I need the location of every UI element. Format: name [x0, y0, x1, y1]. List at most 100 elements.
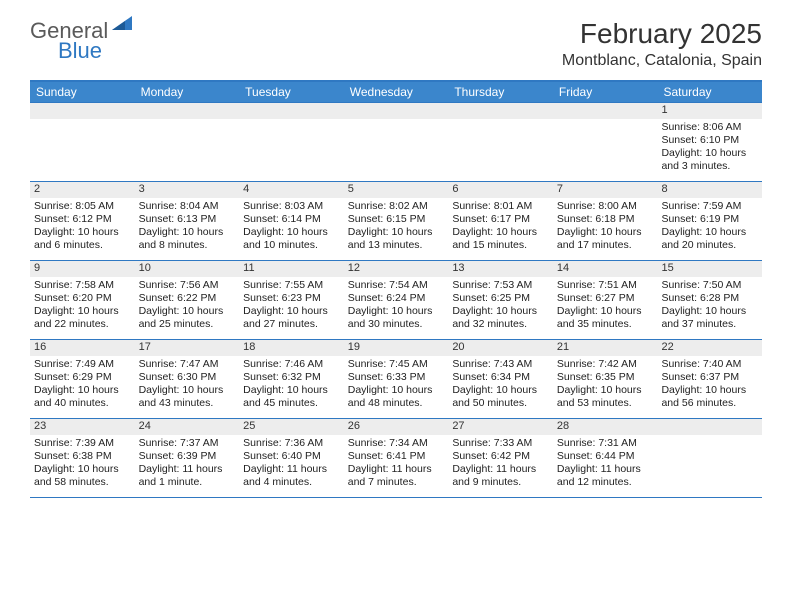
sunrise-text: Sunrise: 7:54 AM — [348, 279, 445, 292]
sunrise-text: Sunrise: 7:53 AM — [452, 279, 549, 292]
day-number — [239, 103, 344, 119]
day-number: 5 — [344, 182, 449, 198]
day-cell: 7Sunrise: 8:00 AMSunset: 6:18 PMDaylight… — [553, 182, 658, 260]
logo-text-blue: Blue — [58, 38, 134, 64]
sunrise-text: Sunrise: 7:55 AM — [243, 279, 340, 292]
day-number: 15 — [657, 261, 762, 277]
daylight-text: Daylight: 10 hours and 17 minutes. — [557, 226, 654, 252]
day-header-row: Sunday Monday Tuesday Wednesday Thursday… — [30, 82, 762, 102]
daylight-text: Daylight: 10 hours and 48 minutes. — [348, 384, 445, 410]
sunset-text: Sunset: 6:20 PM — [34, 292, 131, 305]
daylight-text: Daylight: 10 hours and 35 minutes. — [557, 305, 654, 331]
sunset-text: Sunset: 6:28 PM — [661, 292, 758, 305]
day-header: Tuesday — [239, 82, 344, 102]
day-cell: 15 Sunrise: 7:50 AMSunset: 6:28 PMDayligh… — [657, 261, 762, 339]
sunrise-text: Sunrise: 8:01 AM — [452, 200, 549, 213]
day-number: 13 — [448, 261, 553, 277]
daylight-text: Daylight: 10 hours and 58 minutes. — [34, 463, 131, 489]
day-cell: 14Sunrise: 7:51 AMSunset: 6:27 PMDayligh… — [553, 261, 658, 339]
weeks-container: 1Sunrise: 8:06 AMSunset: 6:10 PMDaylight… — [30, 102, 762, 498]
day-number — [448, 103, 553, 119]
sunrise-text: Sunrise: 7:37 AM — [139, 437, 236, 450]
day-cell: 9Sunrise: 7:58 AMSunset: 6:20 PMDaylight… — [30, 261, 135, 339]
day-number: 4 — [239, 182, 344, 198]
day-number: 2 — [30, 182, 135, 198]
day-number: 26 — [344, 419, 449, 435]
daylight-text: Daylight: 10 hours and 6 minutes. — [34, 226, 131, 252]
daylight-text: Daylight: 10 hours and 37 minutes. — [661, 305, 758, 331]
daylight-text: Daylight: 11 hours and 4 minutes. — [243, 463, 340, 489]
daylight-text: Daylight: 10 hours and 50 minutes. — [452, 384, 549, 410]
daylight-text: Daylight: 10 hours and 30 minutes. — [348, 305, 445, 331]
day-cell: 12Sunrise: 7:54 AMSunset: 6:24 PMDayligh… — [344, 261, 449, 339]
day-number — [135, 103, 240, 119]
day-cell — [344, 103, 449, 181]
day-cell: 18Sunrise: 7:46 AMSunset: 6:32 PMDayligh… — [239, 340, 344, 418]
week-row: 16Sunrise: 7:49 AMSunset: 6:29 PMDayligh… — [30, 339, 762, 418]
sunrise-text: Sunrise: 7:51 AM — [557, 279, 654, 292]
daylight-text: Daylight: 11 hours and 9 minutes. — [452, 463, 549, 489]
header: GeneralBlue February 2025 Montblanc, Cat… — [0, 0, 792, 74]
sunset-text: Sunset: 6:29 PM — [34, 371, 131, 384]
day-cell: 26Sunrise: 7:34 AMSunset: 6:41 PMDayligh… — [344, 419, 449, 497]
day-header: Thursday — [448, 82, 553, 102]
day-number: 6 — [448, 182, 553, 198]
daylight-text: Daylight: 10 hours and 25 minutes. — [139, 305, 236, 331]
day-number: 18 — [239, 340, 344, 356]
day-number: 14 — [553, 261, 658, 277]
daylight-text: Daylight: 10 hours and 13 minutes. — [348, 226, 445, 252]
day-cell: 22Sunrise: 7:40 AMSunset: 6:37 PMDayligh… — [657, 340, 762, 418]
day-header: Sunday — [30, 82, 135, 102]
day-cell — [657, 419, 762, 497]
day-cell: 24Sunrise: 7:37 AMSunset: 6:39 PMDayligh… — [135, 419, 240, 497]
day-cell — [553, 103, 658, 181]
day-number: 28 — [553, 419, 658, 435]
day-number: 8 — [657, 182, 762, 198]
week-row: 1Sunrise: 8:06 AMSunset: 6:10 PMDaylight… — [30, 102, 762, 181]
day-number: 27 — [448, 419, 553, 435]
sunset-text: Sunset: 6:37 PM — [661, 371, 758, 384]
sunset-text: Sunset: 6:10 PM — [661, 134, 758, 147]
day-cell: 11Sunrise: 7:55 AMSunset: 6:23 PMDayligh… — [239, 261, 344, 339]
day-number — [30, 103, 135, 119]
daylight-text: Daylight: 11 hours and 12 minutes. — [557, 463, 654, 489]
day-cell: 25Sunrise: 7:36 AMSunset: 6:40 PMDayligh… — [239, 419, 344, 497]
sunrise-text: Sunrise: 7:36 AM — [243, 437, 340, 450]
sunrise-text: Sunrise: 7:42 AM — [557, 358, 654, 371]
day-cell: 2Sunrise: 8:05 AMSunset: 6:12 PMDaylight… — [30, 182, 135, 260]
day-number: 23 — [30, 419, 135, 435]
title-block: February 2025 Montblanc, Catalonia, Spai… — [562, 18, 762, 70]
sunrise-text: Sunrise: 8:00 AM — [557, 200, 654, 213]
daylight-text: Daylight: 10 hours and 40 minutes. — [34, 384, 131, 410]
sunrise-text: Sunrise: 7:34 AM — [348, 437, 445, 450]
day-number — [657, 419, 762, 435]
day-number: 7 — [553, 182, 658, 198]
sunrise-text: Sunrise: 8:03 AM — [243, 200, 340, 213]
day-header: Saturday — [657, 82, 762, 102]
location: Montblanc, Catalonia, Spain — [562, 52, 762, 70]
day-cell: 5Sunrise: 8:02 AMSunset: 6:15 PMDaylight… — [344, 182, 449, 260]
day-cell: 4Sunrise: 8:03 AMSunset: 6:14 PMDaylight… — [239, 182, 344, 260]
sunrise-text: Sunrise: 7:31 AM — [557, 437, 654, 450]
sunrise-text: Sunrise: 7:50 AM — [661, 279, 758, 292]
day-cell — [239, 103, 344, 181]
day-number — [344, 103, 449, 119]
daylight-text: Daylight: 10 hours and 27 minutes. — [243, 305, 340, 331]
sunset-text: Sunset: 6:35 PM — [557, 371, 654, 384]
day-number: 20 — [448, 340, 553, 356]
day-header: Wednesday — [344, 82, 449, 102]
day-cell: 16Sunrise: 7:49 AMSunset: 6:29 PMDayligh… — [30, 340, 135, 418]
week-row: 23Sunrise: 7:39 AMSunset: 6:38 PMDayligh… — [30, 418, 762, 498]
day-cell: 21Sunrise: 7:42 AMSunset: 6:35 PMDayligh… — [553, 340, 658, 418]
sunset-text: Sunset: 6:41 PM — [348, 450, 445, 463]
day-number: 16 — [30, 340, 135, 356]
day-cell: 10Sunrise: 7:56 AMSunset: 6:22 PMDayligh… — [135, 261, 240, 339]
day-number: 3 — [135, 182, 240, 198]
sunset-text: Sunset: 6:42 PM — [452, 450, 549, 463]
day-cell — [30, 103, 135, 181]
day-cell: 13Sunrise: 7:53 AMSunset: 6:25 PMDayligh… — [448, 261, 553, 339]
week-row: 2Sunrise: 8:05 AMSunset: 6:12 PMDaylight… — [30, 181, 762, 260]
daylight-text: Daylight: 10 hours and 45 minutes. — [243, 384, 340, 410]
sunset-text: Sunset: 6:17 PM — [452, 213, 549, 226]
day-number: 24 — [135, 419, 240, 435]
